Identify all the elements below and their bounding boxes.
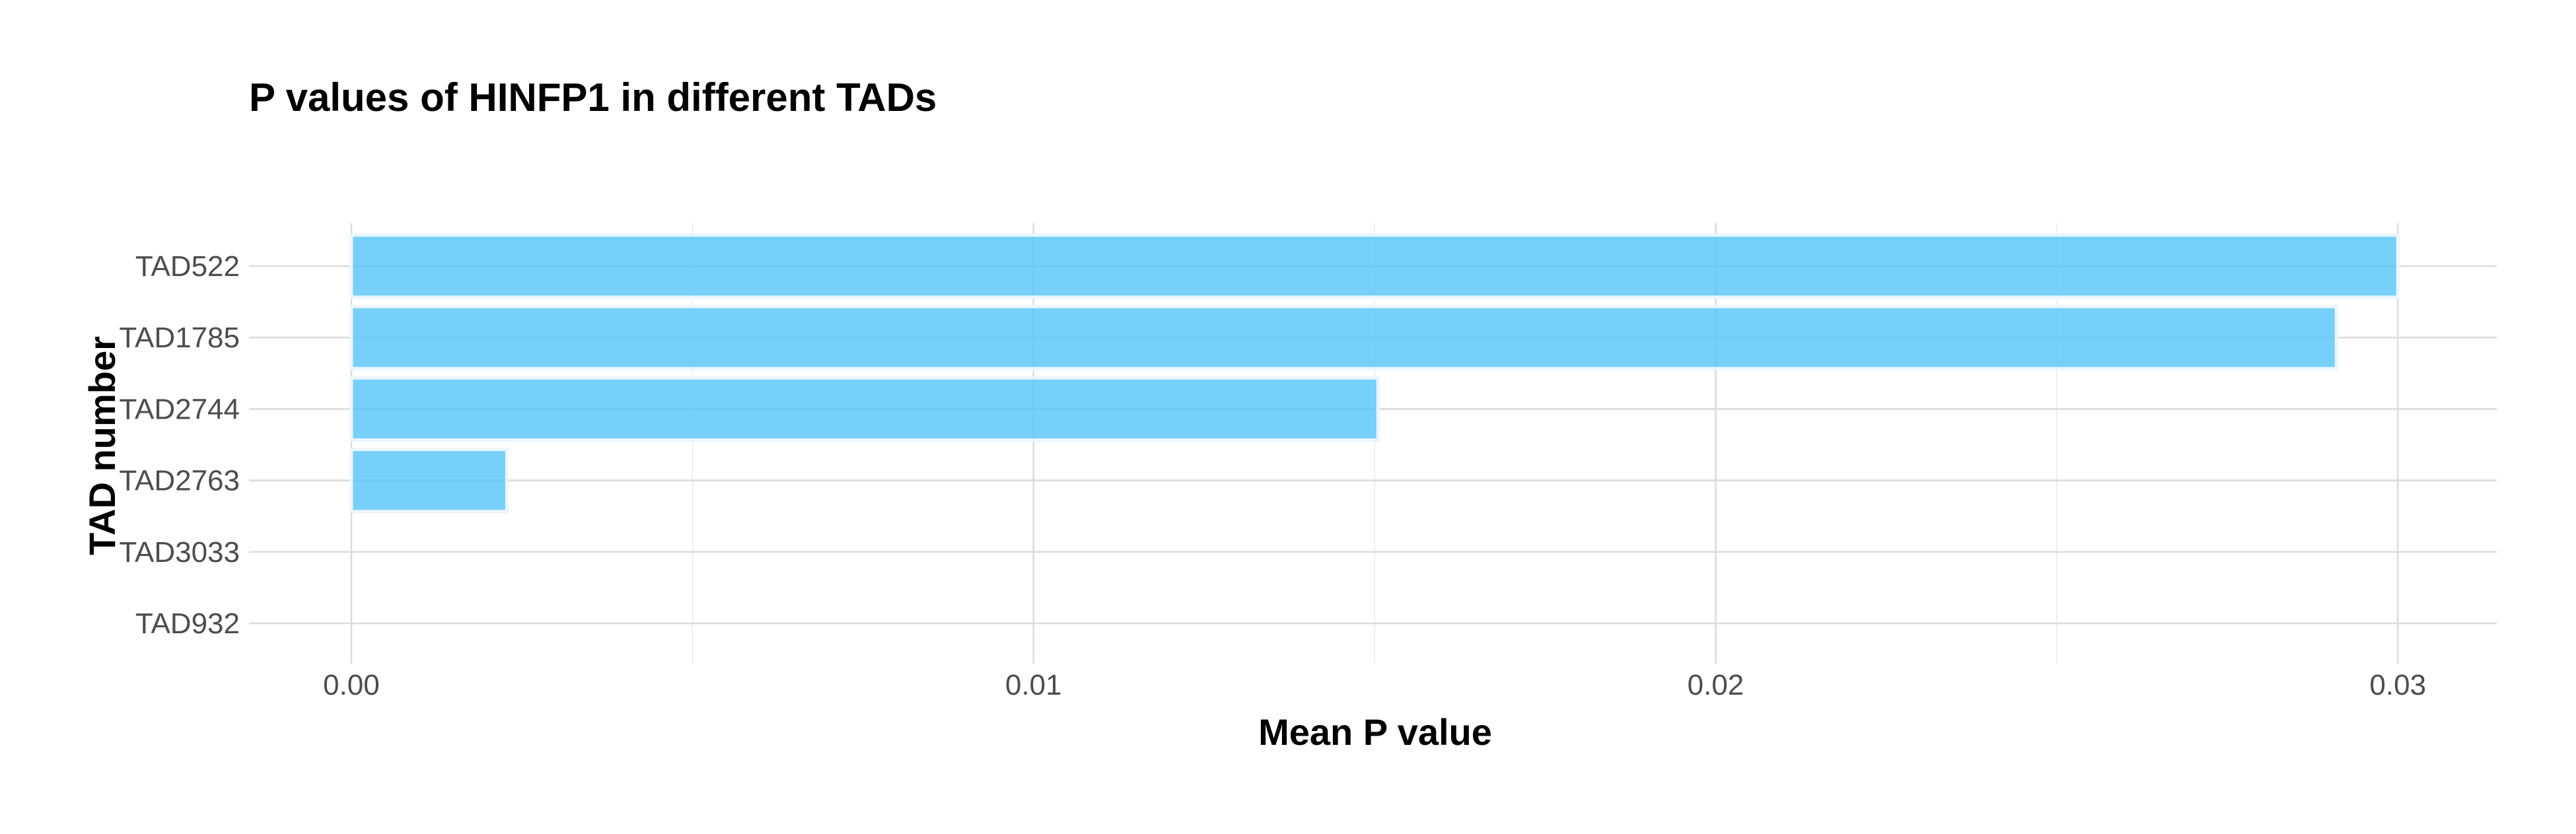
bars [349,233,2400,514]
y-tick-label: TAD3033 [119,536,240,569]
x-axis-title: Mean P value [1258,711,1492,753]
y-tick-label: TAD2744 [119,393,240,425]
x-tick-label: 0.03 [2369,669,2426,701]
x-tick-label: 0.00 [323,669,380,701]
y-tick-label: TAD2763 [119,465,240,497]
x-tick-labels: 0.00 0.01 0.02 0.03 [323,669,2426,701]
y-tick-label: TAD932 [135,608,240,640]
bar-tad1785 [349,304,2338,370]
bar-tad2744 [349,376,1380,442]
chart-title: P values of HINFP1 in different TADs [249,75,937,120]
y-tick-labels: TAD522 TAD1785 TAD2744 TAD2763 TAD3033 TAD932 [119,250,240,640]
bar-tad522 [349,233,2400,299]
x-tick-label: 0.01 [1005,669,1062,701]
bar-tad2763 [349,448,509,514]
x-tick-label: 0.02 [1688,669,1744,701]
y-axis-title: TAD number [81,336,123,555]
y-tick-label: TAD1785 [119,322,240,354]
y-tick-label: TAD522 [135,250,240,283]
